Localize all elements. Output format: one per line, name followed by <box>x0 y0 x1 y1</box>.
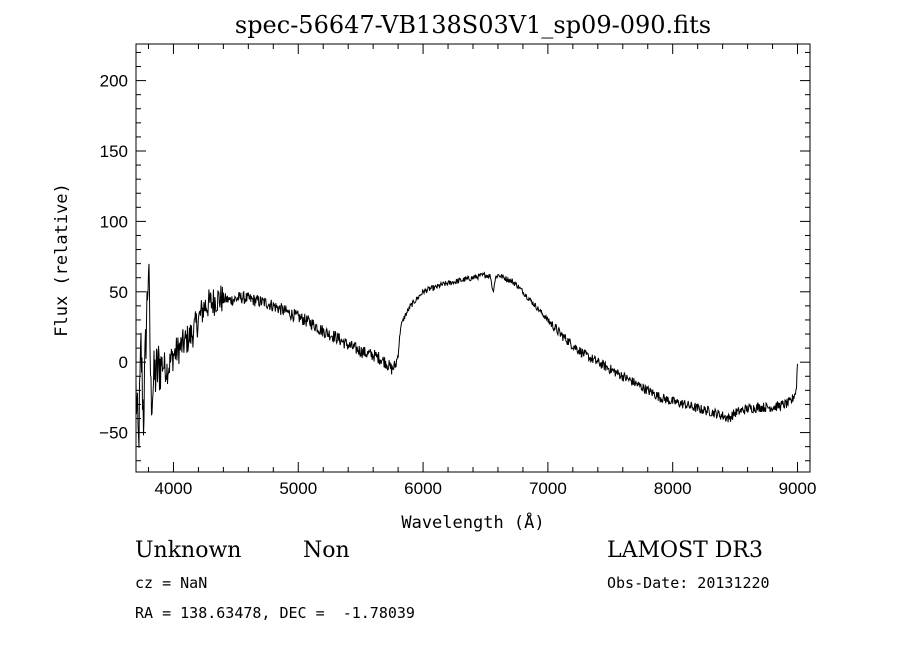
x-axis-label: Wavelength (Å) <box>401 511 544 533</box>
x-tick-label: 9000 <box>779 479 817 498</box>
y-tick-label: 50 <box>109 283 128 302</box>
tick-labels: 4000 5000 6000 7000 8000 9000 −50 0 50 100 150 200 <box>99 72 816 498</box>
axis-ticks <box>136 44 810 472</box>
y-axis-label: Flux (relative) <box>52 183 72 337</box>
y-tick-label: 100 <box>100 212 128 231</box>
subclass-label: Non <box>303 538 350 563</box>
obs-date-text: Obs-Date: 20131220 <box>607 574 770 592</box>
x-tick-label: 5000 <box>279 479 317 498</box>
x-tick-label: 6000 <box>404 479 442 498</box>
cz-text: cz = NaN <box>135 574 208 592</box>
y-tick-label: 150 <box>100 142 128 161</box>
y-tick-label: −50 <box>99 424 128 443</box>
y-tick-label: 200 <box>100 72 128 91</box>
x-tick-label: 8000 <box>654 479 692 498</box>
chart-title: spec-56647-VB138S03V1_sp09-090.fits <box>235 11 711 39</box>
survey-label: LAMOST DR3 <box>607 538 763 563</box>
y-tick-label: 0 <box>119 353 128 372</box>
coords-text: RA = 138.63478, DEC = -1.78039 <box>135 604 415 622</box>
spectrum-line <box>135 263 798 448</box>
class-label: Unknown <box>135 538 242 563</box>
x-tick-label: 4000 <box>155 479 193 498</box>
x-tick-label: 7000 <box>529 479 567 498</box>
